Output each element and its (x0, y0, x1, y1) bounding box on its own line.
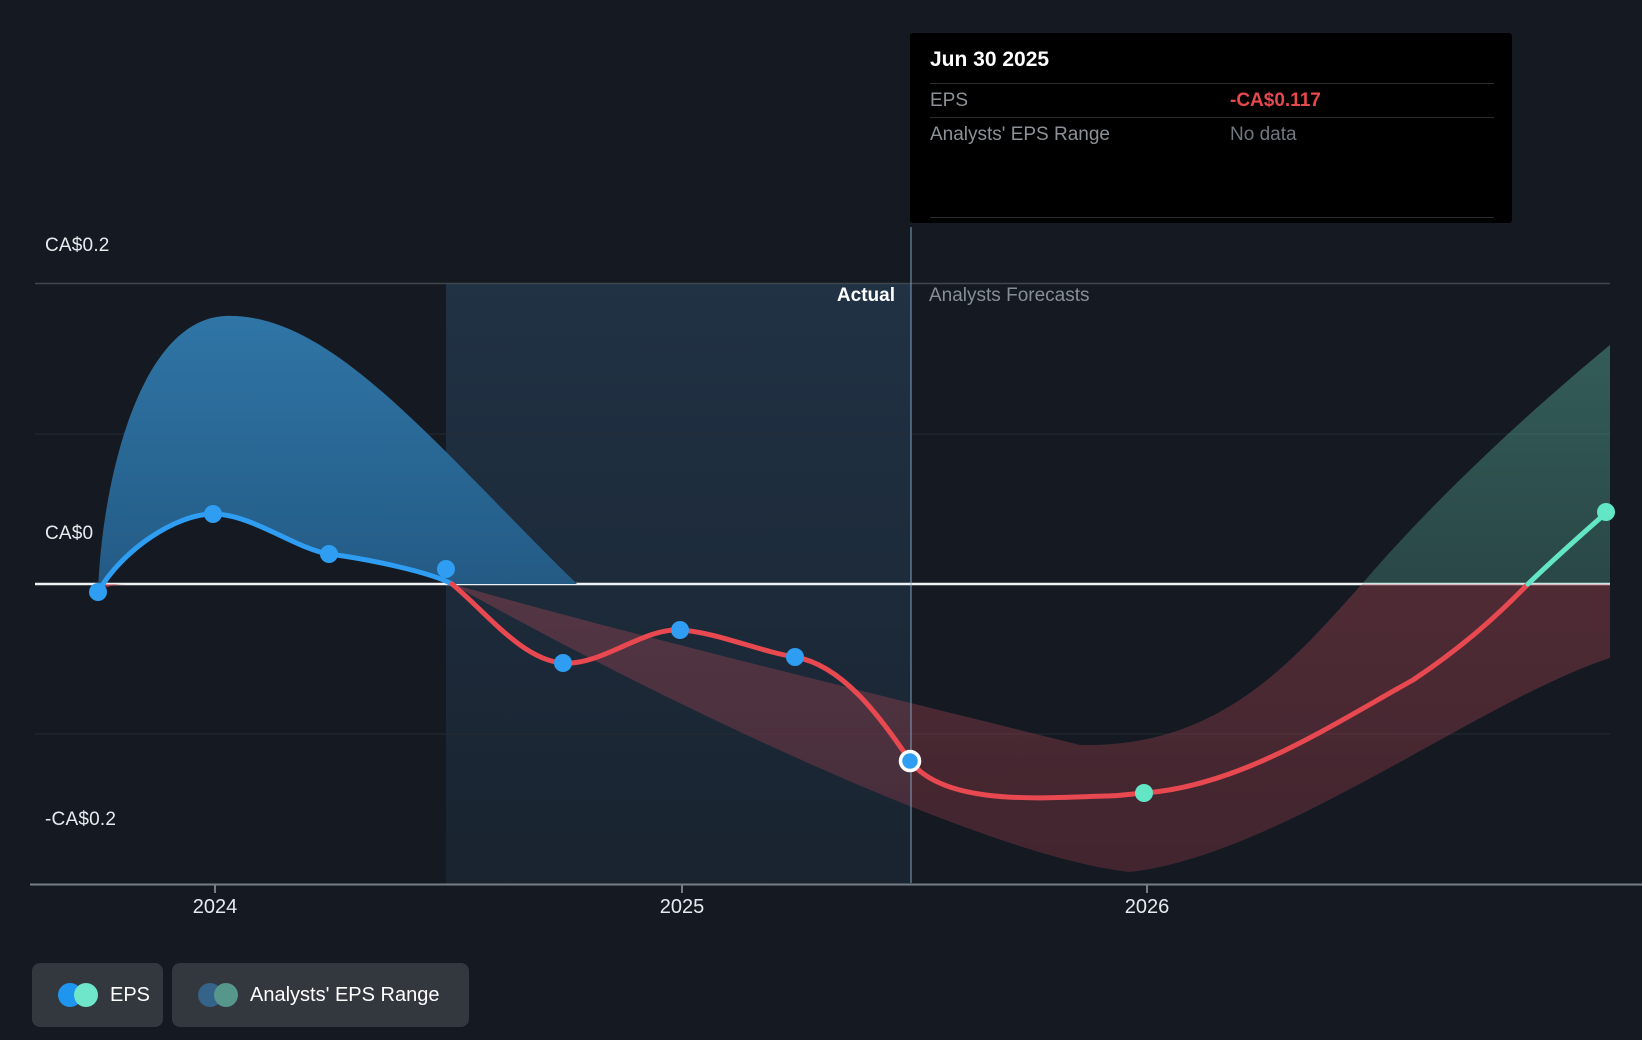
y-label-neg02: -CA$0.2 (45, 809, 117, 830)
data-point-dec2024[interactable] (671, 621, 689, 639)
data-point-mar2025[interactable] (786, 648, 804, 666)
range-legend-label: Analysts' EPS Range (250, 983, 440, 1006)
eps-forecast-positive-line (1525, 510, 1609, 587)
legend-range-toggle[interactable]: Analysts' EPS Range (172, 963, 469, 1027)
tooltip-range-label: Analysts' EPS Range (930, 123, 1110, 145)
negative-range-area (452, 584, 1610, 872)
actual-range-area (98, 315, 577, 592)
data-point-dec2026-forecast[interactable] (1597, 503, 1615, 521)
eps-legend-label: EPS (110, 983, 151, 1006)
actual-phase-label: Actual (836, 285, 895, 306)
data-point-sep2023[interactable] (89, 583, 107, 601)
forecast-phase-label: Analysts Forecasts (929, 285, 1090, 306)
range-legend-icon (198, 983, 238, 1007)
data-point-jun2025-highlighted[interactable] (898, 749, 922, 773)
y-label-02: CA$0.2 (45, 235, 110, 256)
eps-legend-icon (58, 983, 98, 1007)
data-point-dec2023[interactable] (204, 505, 222, 523)
tooltip-row-range: Analysts' EPS Range No data (910, 118, 1512, 151)
forecast-range-area (1362, 345, 1610, 584)
eps-negative-line (449, 581, 1531, 801)
negative-sliver-fill (98, 584, 128, 592)
y-label-0: CA$0 (45, 523, 94, 544)
x-label-2024: 2024 (192, 896, 238, 918)
x-label-2026: 2026 (1124, 896, 1170, 918)
hover-tooltip: Jun 30 2025 EPS -CA$0.117 Analysts' EPS … (910, 33, 1512, 223)
eps-actual-line (95, 511, 455, 595)
legend-eps-toggle[interactable]: EPS (32, 963, 163, 1027)
data-point-dec2025-forecast[interactable] (1135, 784, 1153, 802)
tooltip-date: Jun 30 2025 (930, 48, 1050, 71)
tooltip-eps-value: -CA$0.117 (1230, 89, 1321, 111)
x-label-2025: 2025 (659, 896, 705, 918)
tooltip-range-value: No data (1230, 123, 1297, 145)
tooltip-bottom-divider (930, 217, 1494, 218)
tooltip-row-eps: EPS -CA$0.117 (910, 84, 1512, 117)
tooltip-eps-label: EPS (930, 89, 969, 111)
data-point-mar2024[interactable] (320, 545, 338, 563)
data-point-jun2024[interactable] (437, 560, 455, 578)
data-point-sep2024[interactable] (554, 654, 572, 672)
